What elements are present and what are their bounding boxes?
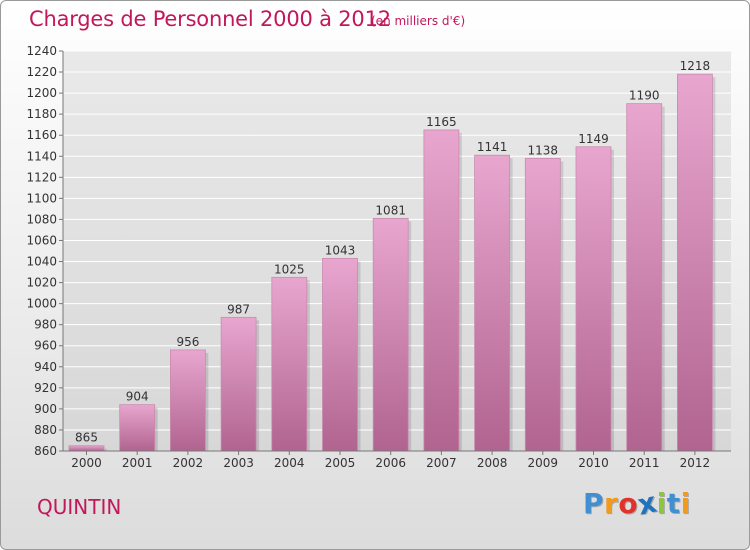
y-tick-label: 860: [34, 444, 57, 458]
logo-letter: i: [680, 487, 691, 520]
x-tick-label: 2003: [223, 456, 254, 470]
logo-letter: i: [656, 487, 667, 520]
x-tick-label: 2011: [629, 456, 660, 470]
bar-2009: [524, 157, 561, 452]
x-tick-label: 2008: [477, 456, 508, 470]
logo-letter: r: [604, 487, 619, 520]
y-tick-label: 1240: [26, 44, 57, 58]
bar-2012: [677, 73, 713, 452]
bar-value-label: 1043: [325, 243, 356, 257]
y-tick-label: 1100: [26, 191, 57, 205]
bar-2003: [220, 316, 257, 452]
y-tick-label: 1060: [26, 233, 57, 247]
bar-value-label: 1081: [375, 203, 406, 217]
x-tick-label: 2005: [325, 456, 356, 470]
y-tick-label: 900: [34, 402, 57, 416]
x-tick-label: 2000: [71, 456, 102, 470]
x-tick-label: 2002: [173, 456, 204, 470]
y-tick-label: 980: [34, 318, 57, 332]
bar-2002: [169, 349, 206, 452]
bar-2001: [119, 404, 156, 452]
bar-value-label: 1149: [578, 132, 609, 146]
chart-title: Charges de Personnel 2000 à 2012: [29, 7, 391, 31]
y-tick-label: 1020: [26, 276, 57, 290]
bar-value-label: 865: [75, 431, 98, 445]
logo-letter: t: [666, 487, 681, 520]
bar-2006: [372, 217, 409, 452]
y-tick-label: 1120: [26, 170, 57, 184]
y-tick-label: 1000: [26, 297, 57, 311]
x-tick-label: 2010: [578, 456, 609, 470]
bar-2005: [322, 257, 358, 452]
y-tick-label: 1080: [26, 212, 57, 226]
y-tick-label: 1040: [26, 255, 57, 269]
bar-value-label: 1165: [426, 115, 457, 129]
bar-2000: [68, 445, 105, 452]
bar-2007: [423, 129, 460, 452]
x-tick-label: 2006: [375, 456, 406, 470]
y-tick-label: 1180: [26, 107, 57, 121]
commune-name: QUINTIN: [37, 495, 122, 519]
bar-2010: [575, 146, 612, 452]
y-tick-label: 1140: [26, 149, 57, 163]
logo-letter: o: [618, 487, 639, 520]
x-tick-label: 2009: [528, 456, 559, 470]
x-tick-label: 2012: [680, 456, 711, 470]
y-tick-label: 1200: [26, 86, 57, 100]
proxiti-logo[interactable]: Proxiti: [583, 485, 691, 521]
chart-subtitle: (en milliers d'€): [371, 14, 466, 28]
bar-value-label: 1218: [680, 59, 711, 73]
x-tick-label: 2001: [122, 456, 153, 470]
bar-2008: [474, 154, 511, 452]
bar-value-label: 1138: [528, 143, 559, 157]
bar-value-label: 904: [126, 390, 149, 404]
logo-letter: P: [583, 487, 605, 520]
bar-value-label: 1141: [477, 140, 508, 154]
y-tick-label: 1160: [26, 128, 57, 142]
y-tick-label: 960: [34, 339, 57, 353]
y-tick-label: 920: [34, 381, 57, 395]
y-tick-label: 940: [34, 360, 57, 374]
bar-value-label: 1190: [629, 89, 660, 103]
bar-2011: [626, 103, 663, 452]
y-tick-label: 880: [34, 423, 57, 437]
bar-2004: [271, 276, 308, 452]
x-tick-label: 2007: [426, 456, 457, 470]
bar-value-label: 956: [176, 335, 199, 349]
bar-value-label: 987: [227, 302, 250, 316]
bar-value-label: 1025: [274, 262, 305, 276]
x-tick-label: 2004: [274, 456, 305, 470]
y-tick-label: 1220: [26, 65, 57, 79]
